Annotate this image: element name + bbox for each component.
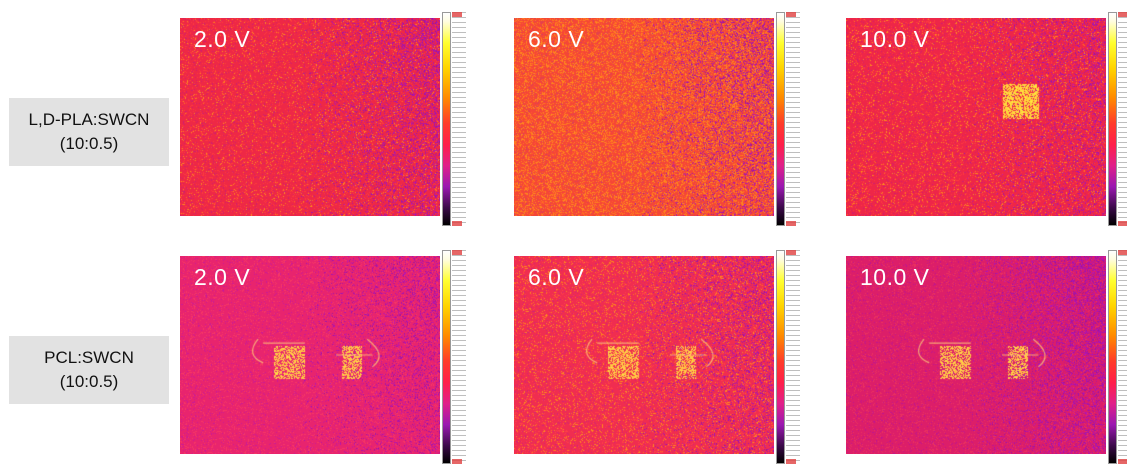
color-scale-bar (776, 250, 802, 464)
row-label-line2: (10:0.5) (59, 372, 119, 391)
voltage-label: 6.0 V (528, 264, 585, 290)
voltage-label: 6.0 V (528, 26, 585, 52)
row-label-pcl: PCL:SWCN (10:0.5) (9, 336, 169, 404)
thermal-image-pcl-10v: 10.0 V (846, 256, 1106, 454)
voltage-label: 2.0 V (194, 26, 251, 52)
voltage-label: 10.0 V (860, 264, 930, 290)
thermal-image-pcl-6v: 6.0 V (514, 256, 774, 454)
voltage-label: 10.0 V (860, 26, 930, 52)
color-scale-bar (442, 250, 468, 464)
thermal-image-pla-6v: 6.0 V (514, 18, 774, 216)
color-scale-bar (1108, 12, 1127, 226)
thermal-image-pla-2v: 2.0 V (180, 18, 440, 216)
color-scale-bar (1108, 250, 1127, 464)
color-scale-bar (776, 12, 802, 226)
color-scale-bar (442, 12, 468, 226)
row-label-pla: L,D-PLA:SWCN (10:0.5) (9, 98, 169, 166)
row-label-line2: (10:0.5) (59, 134, 119, 153)
thermal-image-pcl-2v: 2.0 V (180, 256, 440, 454)
row-label-line1: L,D-PLA:SWCN (28, 110, 150, 129)
thermal-image-pla-10v: 10.0 V (846, 18, 1106, 216)
voltage-label: 2.0 V (194, 264, 251, 290)
row-label-line1: PCL:SWCN (44, 348, 134, 367)
